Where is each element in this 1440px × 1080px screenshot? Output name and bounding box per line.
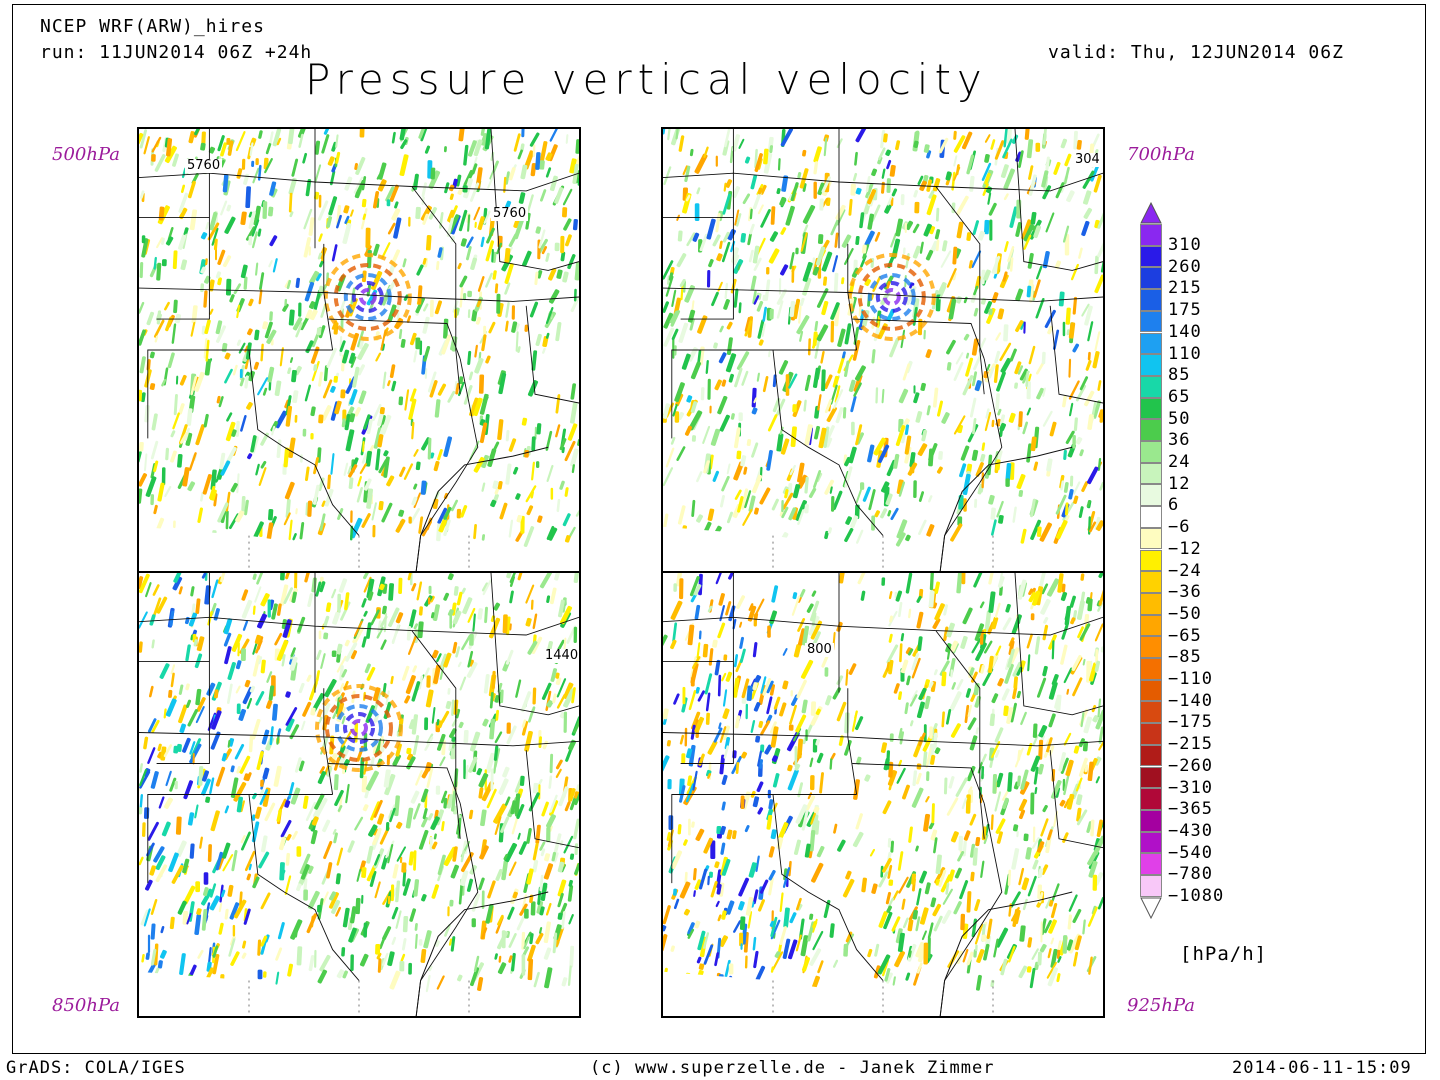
legend-swatch bbox=[1140, 592, 1162, 615]
legend-label: 215 bbox=[1168, 278, 1202, 299]
legend-label: −6 bbox=[1168, 517, 1191, 538]
map-frame bbox=[12, 4, 1426, 1054]
legend-swatch bbox=[1140, 462, 1162, 485]
legend-label: 36 bbox=[1168, 430, 1191, 451]
contour-label: 800 bbox=[805, 642, 834, 657]
valid-time: valid: Thu, 12JUN2014 06Z bbox=[1048, 42, 1344, 63]
legend-label: −85 bbox=[1168, 647, 1202, 668]
legend-swatch bbox=[1140, 679, 1162, 702]
legend-swatch bbox=[1140, 766, 1162, 789]
legend-label: 65 bbox=[1168, 386, 1191, 407]
legend-label: 310 bbox=[1168, 235, 1202, 255]
legend-swatch bbox=[1140, 636, 1162, 658]
legend-label: −36 bbox=[1168, 582, 1202, 603]
legend-arrow-top bbox=[1140, 202, 1162, 224]
map-title: Pressure vertical velocity bbox=[305, 55, 988, 104]
legend-swatch bbox=[1140, 224, 1162, 246]
legend-label: −12 bbox=[1168, 538, 1202, 559]
contour-label: 304 bbox=[1073, 152, 1102, 167]
legend-label: 175 bbox=[1168, 300, 1202, 321]
legend-label: 12 bbox=[1168, 473, 1191, 494]
legend-label: −1080 bbox=[1168, 886, 1225, 906]
legend-label: −65 bbox=[1168, 625, 1202, 646]
contour-label: 5760 bbox=[491, 206, 529, 221]
vertical-velocity-field bbox=[139, 573, 579, 1016]
map-panel-500hPa: 5760 5760 bbox=[137, 127, 581, 573]
legend-swatch bbox=[1140, 245, 1162, 268]
legend-swatch bbox=[1140, 788, 1162, 810]
legend-swatch bbox=[1140, 809, 1162, 832]
legend-swatch bbox=[1140, 332, 1162, 355]
legend-label: 24 bbox=[1168, 452, 1191, 472]
legend-label: −310 bbox=[1168, 777, 1213, 798]
legend-arrow-bottom bbox=[1140, 897, 1162, 919]
legend-label: −430 bbox=[1168, 820, 1213, 841]
legend-swatch bbox=[1140, 571, 1162, 593]
legend-swatch bbox=[1140, 723, 1162, 745]
legend-swatch bbox=[1140, 419, 1162, 441]
legend-swatch bbox=[1140, 441, 1162, 463]
legend-label: −24 bbox=[1168, 560, 1202, 581]
level-label-925: 925hPa bbox=[1127, 995, 1195, 1016]
map-panel-700hPa: 304 bbox=[661, 127, 1105, 573]
legend-label: −110 bbox=[1168, 669, 1213, 689]
legend-label: 110 bbox=[1168, 343, 1202, 364]
legend-swatch bbox=[1140, 658, 1162, 680]
legend-label: −780 bbox=[1168, 864, 1213, 885]
legend-swatch bbox=[1140, 831, 1162, 854]
legend-swatch bbox=[1140, 875, 1162, 897]
legend-label: 85 bbox=[1168, 365, 1191, 386]
legend-label: 260 bbox=[1168, 256, 1202, 277]
map-panel-925hPa: 800 bbox=[661, 571, 1105, 1018]
legend-swatch bbox=[1140, 506, 1162, 528]
legend-label: −140 bbox=[1168, 690, 1213, 711]
legend-label: 6 bbox=[1168, 495, 1180, 516]
map-panel-850hPa: 1440 bbox=[137, 571, 581, 1018]
footer-software: GrADS: COLA/IGES bbox=[6, 1058, 186, 1078]
legend-swatch bbox=[1140, 614, 1162, 637]
footer-copyright: (c) www.superzelle.de - Janek Zimmer bbox=[590, 1058, 995, 1078]
footer-timestamp: 2014-06-11-15:09 bbox=[1232, 1058, 1412, 1078]
legend-swatch bbox=[1140, 701, 1162, 724]
contour-label: 5760 bbox=[185, 158, 223, 173]
legend-swatch bbox=[1140, 397, 1162, 420]
legend-label: −260 bbox=[1168, 755, 1213, 776]
legend-swatch bbox=[1140, 375, 1162, 398]
legend-label: 140 bbox=[1168, 321, 1202, 342]
level-label-500: 500hPa bbox=[52, 144, 120, 165]
level-label-850: 850hPa bbox=[52, 995, 120, 1016]
vertical-velocity-field bbox=[663, 129, 1103, 571]
legend-swatch bbox=[1140, 310, 1162, 333]
run-info: run: 11JUN2014 06Z +24h bbox=[40, 42, 313, 63]
legend-unit: [hPa/h] bbox=[1180, 943, 1268, 965]
legend-label: −215 bbox=[1168, 734, 1213, 755]
legend-swatch bbox=[1140, 354, 1162, 376]
legend-swatch bbox=[1140, 527, 1162, 550]
legend-label: −175 bbox=[1168, 712, 1213, 733]
legend-label: −540 bbox=[1168, 842, 1213, 863]
legend-label: 50 bbox=[1168, 408, 1191, 429]
legend-swatch bbox=[1140, 853, 1162, 875]
level-label-700: 700hPa bbox=[1127, 144, 1195, 165]
legend-swatch bbox=[1140, 484, 1162, 507]
legend-swatch bbox=[1140, 289, 1162, 311]
legend-label: −50 bbox=[1168, 603, 1202, 624]
vertical-velocity-field bbox=[663, 573, 1103, 1016]
model-name: NCEP WRF(ARW)_hires bbox=[40, 16, 265, 37]
legend-swatch bbox=[1140, 744, 1162, 767]
legend-swatch bbox=[1140, 549, 1162, 572]
vertical-velocity-field bbox=[139, 129, 579, 571]
legend-swatch bbox=[1140, 267, 1162, 290]
legend-label: −365 bbox=[1168, 799, 1213, 820]
contour-label: 1440 bbox=[543, 648, 579, 663]
